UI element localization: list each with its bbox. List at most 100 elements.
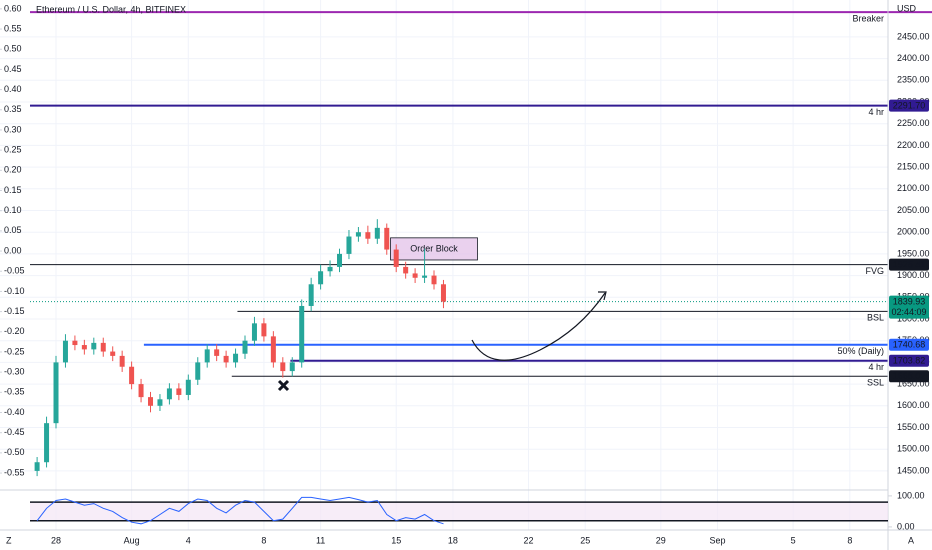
y-tick-label: 1450.00: [897, 465, 930, 475]
level-label: BSL: [867, 313, 884, 323]
candle-body: [431, 275, 437, 285]
candle-body: [81, 345, 87, 350]
y2-tick-label: 0.45: [4, 64, 22, 74]
candle-body: [346, 236, 352, 254]
order-block: [390, 237, 478, 261]
candle-body: [289, 362, 295, 372]
candle-body: [412, 273, 418, 278]
candle-body: [62, 340, 68, 363]
candle-body: [270, 336, 276, 363]
candle-body: [148, 397, 154, 406]
y2-tick-label: 0.00: [4, 245, 22, 255]
candle-body: [157, 399, 163, 406]
cross-marker: [277, 379, 290, 392]
x-tick-label: 4: [186, 535, 191, 545]
y-tick-label: 1550.00: [897, 422, 930, 432]
candle-body: [195, 362, 201, 380]
candle-body: [261, 323, 267, 337]
candle-body: [337, 253, 343, 267]
projection-curve: [471, 292, 606, 361]
y-tick-label: 2000.00: [897, 227, 930, 237]
x-tick-label: 15: [391, 535, 401, 545]
candle-body: [223, 355, 229, 363]
oscillator-tick-label: 0.00: [897, 521, 915, 531]
level-price-label: 1925.41: [893, 259, 926, 269]
y2-tick-label: -0.45: [4, 427, 25, 437]
candle-body: [176, 388, 182, 395]
x-tick-label: 5: [791, 535, 796, 545]
candle-body: [91, 342, 97, 350]
y2-tick-label: 0.50: [4, 44, 22, 54]
candle-body: [280, 362, 286, 372]
zoom-button[interactable]: Z: [6, 535, 12, 545]
candle-body: [308, 284, 314, 306]
candle-body: [129, 366, 135, 385]
candle-body: [53, 362, 59, 424]
y2-tick-label: 0.05: [4, 225, 22, 235]
level-price-box: [889, 258, 929, 271]
y2-tick-label: 0.20: [4, 165, 22, 175]
candle-body: [100, 342, 106, 352]
candle-body: [355, 232, 361, 237]
x-tick-label: 8: [261, 535, 266, 545]
level-label: FVG: [865, 266, 884, 276]
x-tick-label: 11: [316, 535, 325, 545]
candle-body: [242, 340, 248, 354]
x-tick-label: 25: [580, 535, 590, 545]
level-price-box: [889, 370, 929, 383]
level-label: Breaker: [852, 14, 884, 24]
level-price-label: 1740.68: [893, 340, 926, 350]
candle-body: [44, 423, 50, 463]
x-tick-label: 29: [656, 535, 666, 545]
y-tick-label: 2150.00: [897, 161, 930, 171]
auto-scale-button[interactable]: A: [908, 535, 914, 545]
x-tick-label: 22: [524, 535, 534, 545]
candle-body: [185, 379, 191, 395]
level-price-box: [889, 99, 929, 112]
candle-body: [403, 266, 409, 274]
chart-title: Ethereum / U.S. Dollar, 4h, BITFINEX: [36, 4, 186, 14]
candle-body: [233, 353, 239, 363]
level-price-label: 1703.82: [893, 356, 926, 366]
projection-arrowhead: [598, 291, 607, 301]
level-label: SSL: [867, 378, 884, 388]
candle-body: [422, 275, 428, 278]
candle-body: [34, 462, 40, 471]
candle-body: [365, 232, 371, 239]
y2-tick-label: -0.50: [4, 447, 25, 457]
y2-tick-label: -0.15: [4, 306, 25, 316]
candle-body: [72, 340, 78, 346]
y2-tick-label: -0.35: [4, 387, 25, 397]
currency-label[interactable]: USD: [897, 3, 917, 13]
y2-tick-label: 0.60: [4, 3, 22, 13]
y2-tick-label: -0.40: [4, 407, 25, 417]
y-tick-label: 2050.00: [897, 205, 930, 215]
y2-tick-label: -0.10: [4, 286, 25, 296]
level-price-box: [889, 354, 929, 367]
x-tick-label: 18: [448, 535, 458, 545]
y2-tick-label: 0.40: [4, 84, 22, 94]
candle-body: [251, 323, 257, 341]
y2-tick-label: 0.10: [4, 205, 22, 215]
candle-body: [327, 266, 333, 272]
y2-tick-label: -0.05: [4, 266, 25, 276]
level-price-box: [889, 338, 929, 351]
y2-tick-label: 0.25: [4, 145, 22, 155]
y2-tick-label: 0.55: [4, 23, 22, 33]
y-tick-label: 2350.00: [897, 75, 930, 85]
candle-body: [138, 384, 144, 398]
level-label: 50% (Daily): [837, 346, 884, 356]
candle-body: [119, 355, 125, 367]
y-tick-label: 1600.00: [897, 400, 930, 410]
y2-tick-label: 0.30: [4, 124, 22, 134]
oscillator-line: [36, 496, 444, 525]
y-tick-label: 1950.00: [897, 248, 930, 258]
candle-body: [440, 284, 446, 302]
candle-body: [318, 271, 324, 285]
candle-body: [214, 349, 220, 356]
candle-body: [393, 249, 399, 267]
y-tick-label: 2200.00: [897, 140, 930, 150]
last-price-label: 1839.93: [893, 297, 926, 307]
